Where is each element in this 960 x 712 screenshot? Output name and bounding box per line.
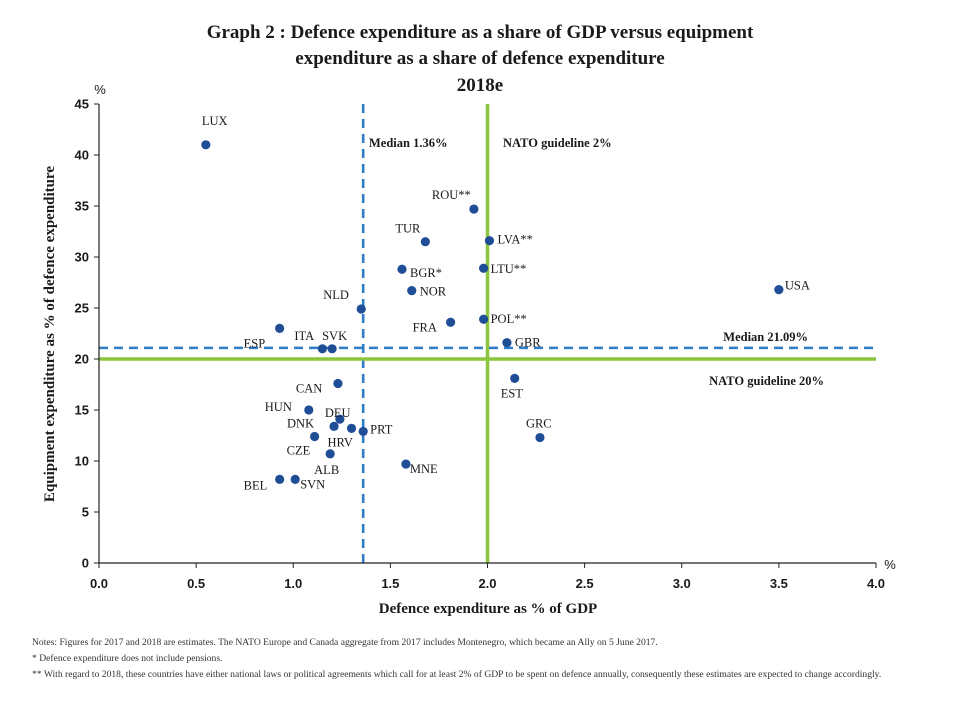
data-point-bel: [275, 474, 285, 484]
data-point-usa: [774, 285, 784, 295]
data-label-usa: USA: [785, 279, 810, 293]
y-tick-label: 5: [82, 505, 89, 520]
data-point-cze: [310, 431, 320, 442]
y-tick-label: 0: [82, 556, 89, 571]
data-label-fra: FRA: [413, 320, 437, 334]
reference-lines: [99, 104, 876, 563]
data-label-lva: LVA**: [497, 233, 532, 247]
data-label-hrv: HRV: [328, 435, 353, 449]
data-label-nor: NOR: [420, 285, 447, 299]
reference-line-label-2: Median 21.09%: [723, 330, 808, 344]
data-label-bel: BEL: [244, 478, 268, 492]
data-label-can: CAN: [296, 381, 322, 395]
data-point-tur: [420, 237, 430, 247]
x-axis-label: Defence expenditure as % of GDP: [379, 601, 597, 617]
data-label-deu: DEU: [325, 406, 351, 420]
data-point-lux: [201, 140, 211, 150]
y-tick-label: 15: [75, 403, 89, 418]
y-tick-label: 20: [75, 352, 89, 367]
data-point-pol: [479, 314, 489, 324]
reference-line-label-1: NATO guideline 2%: [503, 136, 612, 150]
data-label-grc: GRC: [526, 417, 552, 431]
data-label-bgr: BGR*: [410, 266, 442, 280]
chart-title-year: 2018e: [456, 75, 504, 96]
reference-line-label-3: NATO guideline 20%: [709, 374, 824, 388]
data-label-est: EST: [501, 386, 524, 400]
note-national-laws: ** With regard to 2018, these countries …: [32, 669, 882, 680]
data-label-rou: ROU**: [432, 188, 471, 202]
x-tick-label: 3.0: [673, 576, 691, 591]
y-axis-label: Equipment expenditure as % of defence ex…: [42, 166, 58, 502]
y-tick-label: 10: [75, 454, 89, 469]
data-point-mne: [401, 459, 411, 469]
data-label-esp: ESP: [244, 336, 266, 350]
data-point-svn: [290, 474, 300, 484]
note-pensions: * Defence expenditure does not include p…: [32, 653, 223, 664]
data-label-dnk: DNK: [287, 416, 314, 430]
data-label-cze: CZE: [287, 444, 311, 458]
x-tick-label: 1.5: [381, 576, 399, 591]
y-tick-label: 30: [75, 250, 89, 265]
data-point-rou: [469, 204, 479, 214]
note-estimates: Notes: Figures for 2017 and 2018 are est…: [32, 637, 658, 648]
y-tick-label: 25: [75, 301, 89, 316]
data-point-gbr: [502, 338, 512, 348]
data-point-alb: [325, 449, 335, 459]
data-label-lux: LUX: [202, 114, 228, 128]
data-point-esp: [275, 323, 285, 333]
data-label-mne: MNE: [410, 462, 438, 476]
data-point-can: [333, 378, 343, 389]
y-tick-label: 35: [75, 199, 89, 214]
data-label-svn: SVN: [300, 477, 325, 491]
reference-line-label-0: Median 1.36%: [369, 136, 447, 150]
data-point-hun: [304, 405, 314, 415]
x-tick-label: 2.0: [478, 576, 496, 591]
data-points: LUX ROU** TUR LVA** BGR* LTU** NOR USA NLD FRA POL…: [201, 114, 810, 492]
y-axis-unit: %: [94, 82, 106, 97]
data-label-svk: SVK: [322, 329, 347, 343]
reference-line-labels: Median 1.36% NATO guideline 2% Median 21.0…: [369, 136, 824, 388]
data-point-fra: [445, 317, 456, 327]
x-axis-unit: %: [884, 557, 896, 572]
data-label-prt: PRT: [370, 422, 393, 436]
data-point-lva: [484, 236, 495, 246]
data-point-deu: [335, 414, 345, 424]
data-point-prt: [358, 426, 368, 437]
x-tick-label: 0.5: [187, 576, 205, 591]
tick-labels: 0.0 0.5 1.0 1.5 2.0 2.5 3.0 3.5 4.0 0 5 10 15 20 25 30 3…: [75, 97, 886, 592]
data-label-gbr: GBR: [515, 336, 541, 350]
data-point-bgr: [397, 264, 407, 274]
y-tick-label: 45: [75, 97, 89, 112]
data-label-tur: TUR: [395, 222, 421, 236]
x-tick-label: 1.0: [284, 576, 302, 591]
x-tick-label: 3.5: [770, 576, 788, 591]
data-point-svk: [327, 344, 337, 354]
x-tick-label: 0.0: [90, 576, 108, 591]
data-point-nld: [356, 304, 366, 314]
data-point-ltu: [479, 263, 489, 273]
data-label-hun: HUN: [265, 400, 292, 414]
data-point-est: [510, 373, 520, 383]
x-tick-label: 2.5: [576, 576, 594, 591]
chart-title-line-2: expenditure as a share of defence expend…: [295, 48, 665, 69]
data-label-ita: ITA: [294, 329, 314, 343]
data-point-grc: [535, 432, 545, 443]
data-point-dnk: [329, 421, 339, 431]
data-label-pol: POL**: [491, 312, 527, 326]
data-label-alb: ALB: [314, 463, 339, 477]
data-label-ltu: LTU**: [491, 262, 527, 276]
chart-title-line-1: Graph 2 : Defence expenditure as a share…: [206, 22, 754, 43]
data-point-ita: [317, 344, 327, 354]
y-tick-label: 40: [75, 148, 89, 163]
data-point-nor: [407, 286, 417, 296]
data-label-nld: NLD: [323, 288, 349, 302]
data-point-hrv: [346, 423, 357, 433]
x-tick-label: 4.0: [867, 576, 885, 591]
